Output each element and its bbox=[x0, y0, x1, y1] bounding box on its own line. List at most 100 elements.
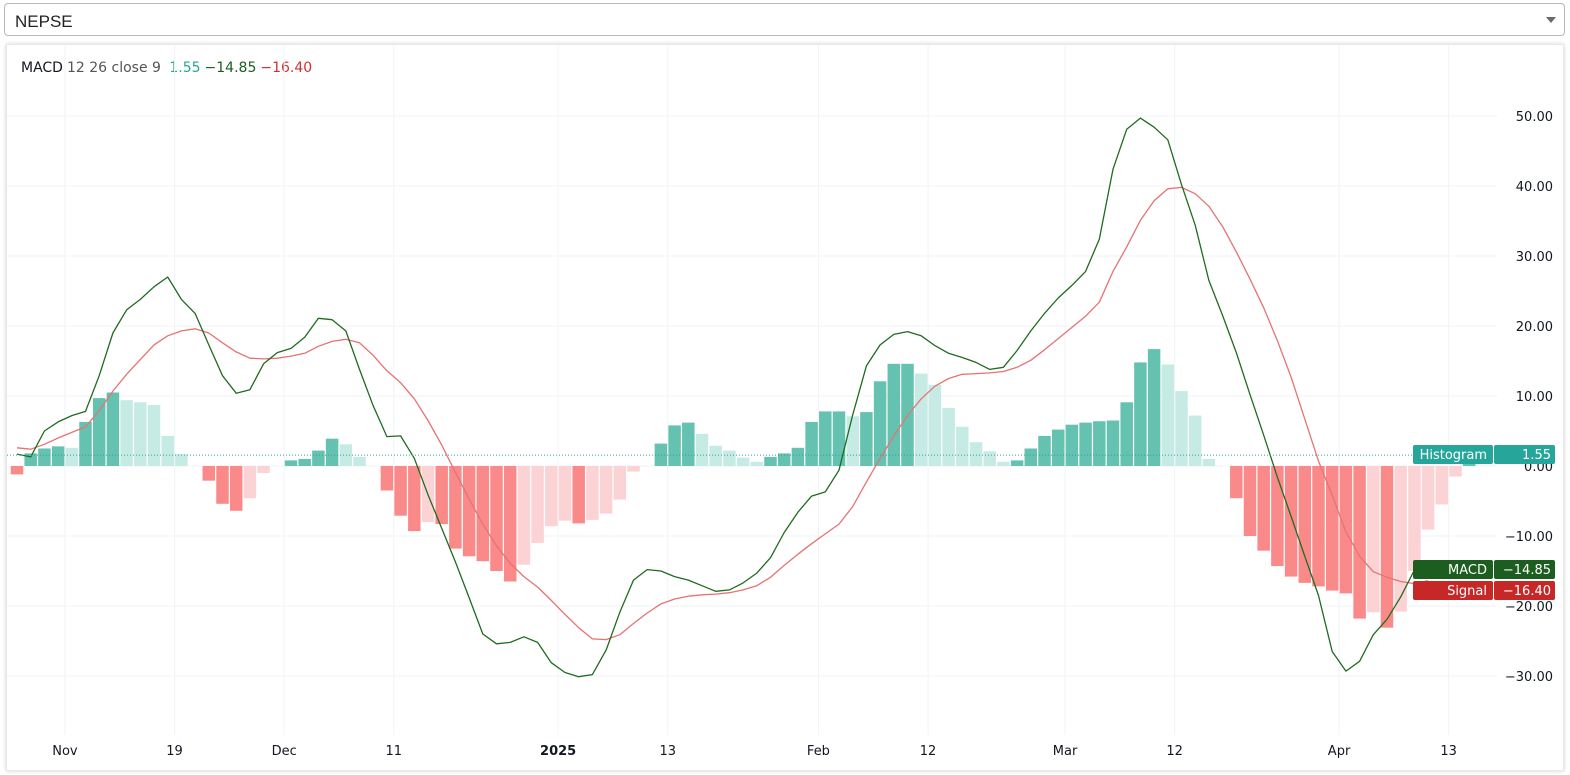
histogram-bar bbox=[791, 447, 805, 466]
signal-price-label: Signal −16.40 bbox=[1413, 581, 1555, 600]
x-axis-tick-label: Apr bbox=[1328, 744, 1351, 759]
histogram-bar bbox=[531, 466, 544, 543]
x-axis-tick-label: 13 bbox=[1440, 744, 1457, 759]
macd-price-label: MACD −14.85 bbox=[1413, 560, 1555, 579]
histogram-bar bbox=[887, 363, 901, 466]
x-axis-tick-label: 12 bbox=[1166, 744, 1183, 759]
histogram-bar bbox=[723, 450, 736, 466]
macd-price-label-value: −14.85 bbox=[1503, 563, 1551, 578]
histogram-bar bbox=[1010, 460, 1024, 466]
histogram-bar bbox=[65, 447, 79, 466]
histogram-bar bbox=[161, 435, 174, 466]
y-axis-tick-label: 10.00 bbox=[1516, 390, 1553, 405]
histogram-bar bbox=[599, 466, 613, 514]
histogram-bar bbox=[1175, 391, 1188, 466]
histogram-bar bbox=[928, 384, 942, 466]
histogram-bar bbox=[956, 426, 969, 466]
chevron-down-icon[interactable] bbox=[1546, 17, 1556, 23]
y-axis-tick-label: −30.00 bbox=[1505, 670, 1553, 685]
histogram-bar bbox=[1079, 422, 1092, 466]
histogram-bar bbox=[1380, 466, 1394, 628]
histogram-bar bbox=[1367, 466, 1380, 613]
histogram-bar bbox=[10, 466, 24, 475]
x-axis-tick-label: 2025 bbox=[540, 744, 576, 759]
x-axis-tick-label: Feb bbox=[807, 744, 830, 759]
histogram-bar bbox=[298, 459, 311, 466]
histogram-bar bbox=[1353, 466, 1366, 619]
histogram-bar bbox=[627, 466, 640, 472]
symbol-select[interactable]: NEPSE bbox=[4, 3, 1565, 36]
macd-price-label-name: MACD bbox=[1448, 563, 1487, 578]
histogram-bar bbox=[339, 444, 353, 466]
histogram-bar bbox=[51, 446, 65, 466]
histogram-bar bbox=[1051, 429, 1065, 466]
histogram-bar bbox=[572, 466, 585, 524]
histogram-bar bbox=[709, 445, 722, 466]
histogram-bar bbox=[695, 433, 709, 466]
histogram-bar bbox=[1435, 466, 1449, 505]
histogram-bar bbox=[1243, 466, 1257, 536]
histogram-bar bbox=[1230, 466, 1243, 499]
histogram-bar bbox=[1188, 415, 1202, 466]
y-axis-tick-label: 40.00 bbox=[1516, 180, 1553, 195]
histogram-bar bbox=[969, 442, 983, 466]
histogram-bar bbox=[682, 422, 695, 466]
histogram-bar bbox=[216, 466, 229, 504]
x-axis-tick-label: 19 bbox=[166, 744, 183, 759]
histogram-price-label-name: Histogram bbox=[1420, 448, 1487, 463]
histogram-bar bbox=[134, 402, 147, 466]
histogram-bar bbox=[846, 416, 859, 466]
histogram-bar bbox=[1120, 402, 1133, 466]
y-axis-tick-label: 50.00 bbox=[1516, 110, 1553, 125]
legend-histogram-value: 1.55 bbox=[169, 60, 201, 76]
histogram-bar bbox=[873, 381, 887, 466]
chart-panel[interactable]: MACD 12 26 close 9 1.55 −14.85 −16.40 50.00… bbox=[6, 44, 1564, 771]
histogram-bar bbox=[1325, 466, 1339, 591]
histogram-bar bbox=[284, 460, 298, 466]
histogram-bar bbox=[449, 466, 462, 549]
histogram-bar bbox=[1024, 448, 1038, 466]
histogram-bar bbox=[1449, 466, 1462, 477]
histogram-bar bbox=[613, 466, 627, 500]
x-axis-tick-label: Nov bbox=[52, 744, 78, 759]
histogram-price-label: Histogram 1.55 bbox=[1413, 445, 1555, 464]
legend-macd-value: −14.85 bbox=[204, 60, 257, 76]
histogram-bar bbox=[435, 466, 448, 525]
histogram-price-label-value: 1.55 bbox=[1522, 448, 1551, 463]
histogram-bar bbox=[1202, 459, 1216, 466]
histogram-bar bbox=[490, 466, 503, 571]
histogram-bar bbox=[106, 392, 120, 466]
histogram-bar bbox=[175, 454, 188, 466]
histogram-bar bbox=[1161, 364, 1175, 466]
histogram-bar bbox=[517, 466, 531, 565]
x-axis-tick-label: 13 bbox=[659, 744, 676, 759]
histogram-bar bbox=[1298, 466, 1312, 583]
symbol-select-value: NEPSE bbox=[15, 12, 73, 31]
histogram-bar bbox=[1271, 466, 1284, 567]
histogram-bar bbox=[120, 400, 133, 466]
histogram-bar bbox=[1394, 466, 1407, 612]
y-axis-tick-label: −20.00 bbox=[1505, 600, 1553, 615]
macd-chart[interactable]: 50.0040.0030.0020.0010.000.00−10.00−20.0… bbox=[7, 45, 1563, 770]
histogram-bar bbox=[819, 411, 832, 466]
histogram-bar bbox=[147, 405, 161, 466]
y-axis-tick-label: 30.00 bbox=[1516, 250, 1553, 265]
histogram-bar bbox=[983, 451, 996, 466]
y-axis-tick-label: −10.00 bbox=[1505, 530, 1553, 545]
histogram-bar bbox=[1257, 466, 1270, 551]
x-axis-tick-label: 12 bbox=[920, 744, 937, 759]
histogram-bar bbox=[257, 466, 270, 473]
histogram-bar bbox=[503, 466, 517, 582]
histogram-bar bbox=[1421, 466, 1435, 530]
histogram-bar bbox=[805, 421, 818, 466]
histogram-bar bbox=[1312, 466, 1325, 587]
histogram-bar bbox=[476, 466, 490, 562]
histogram-bar bbox=[832, 411, 846, 466]
histogram-bar bbox=[394, 466, 407, 516]
signal-line bbox=[16, 186, 1429, 641]
x-axis-tick-label: 11 bbox=[385, 744, 402, 759]
indicator-legend[interactable]: MACD 12 26 close 9 1.55 −14.85 −16.40 bbox=[21, 60, 316, 76]
signal-price-label-name: Signal bbox=[1447, 584, 1487, 599]
histogram-bar bbox=[997, 461, 1010, 466]
histogram-bar bbox=[860, 412, 873, 466]
